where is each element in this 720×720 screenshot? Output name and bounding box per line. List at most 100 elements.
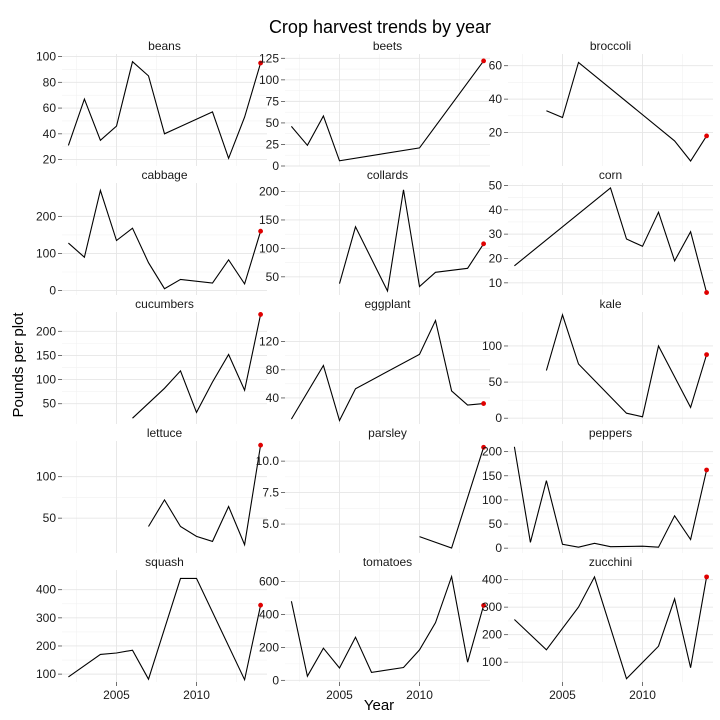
panel-eggplant: eggplant 40 80 120 [259,297,490,424]
y-tick-label: 20 [43,153,57,167]
panel-title-lettuce: lettuce [147,426,183,440]
last-point-broccoli [704,133,709,139]
y-tick-label: 200 [259,185,279,199]
series-line-cabbage [68,188,262,290]
x-tick-label: 2005 [549,688,576,702]
y-tick-label: 200 [36,639,56,653]
last-point-zucchini [704,574,709,580]
panel-peppers: peppers 0 50 100 150 200 [482,426,713,555]
y-tick-label: 600 [259,575,279,589]
panel-title-tomatoes: tomatoes [363,555,412,569]
y-tick-label: 40 [489,92,503,106]
y-tick-label: 100 [482,655,502,669]
y-tick-label: 50 [43,511,57,525]
panel-corn: corn 10 20 30 40 50 [489,168,713,295]
panel-title-kale: kale [599,297,621,311]
x-tick-label: 2005 [103,688,130,702]
series-line-corn [514,186,708,293]
y-tick-label: 80 [43,75,57,89]
panel-title-eggplant: eggplant [364,297,411,311]
series-line-squash [68,577,262,682]
last-point-kale [704,352,709,358]
y-tick-label: 100 [36,246,56,260]
panel-beans: beans 20 40 60 80 100 [36,39,267,167]
y-tick-label: 200 [259,640,279,654]
series-line-beans [67,60,262,160]
last-point-beets [481,58,486,64]
y-tick-label: 200 [482,628,502,642]
series-line-zucchini [514,575,708,680]
x-axis-title: Year [364,697,394,714]
panel-lettuce: lettuce 50 100 [36,426,267,553]
y-tick-label: 20 [489,126,503,140]
y-tick-label: 25 [266,137,280,151]
panel-title-beets: beets [373,39,402,53]
panel-kale: kale 0 50 100 [482,297,713,425]
y-tick-label: 100 [36,667,56,681]
last-point-cabbage [258,228,263,234]
x-tick-label: 2010 [406,688,433,702]
y-tick-label: 200 [482,445,502,459]
y-tick-label: 50 [489,375,503,389]
series-line-peppers [513,446,708,548]
x-tick-label: 2010 [629,688,656,702]
panel-parsley: parsley 5.0 7.5 10.0 [256,426,490,553]
y-tick-label: 0 [49,284,56,298]
y-tick-label: 50 [266,270,280,284]
panel-collards: collards 50 100 150 200 [259,168,490,295]
y-tick-label: 60 [43,101,57,115]
series-line-eggplant [290,318,484,422]
panel-title-zucchini: zucchini [589,555,632,569]
y-axis-title: Pounds per plot [10,312,27,418]
panel-title-squash: squash [145,555,184,569]
y-tick-label: 50 [489,517,503,531]
y-tick-label: 400 [36,583,56,597]
y-tick-label: 100 [36,470,56,484]
series-line-collards [338,189,485,293]
y-tick-label: 200 [36,324,56,338]
y-tick-label: 5.0 [262,517,279,531]
y-tick-label: 125 [259,51,279,65]
y-tick-label: 200 [36,209,56,223]
y-tick-label: 100 [36,373,56,387]
series-line-beets [290,60,485,162]
y-tick-label: 20 [489,251,503,265]
panel-title-beans: beans [148,39,181,53]
y-tick-label: 100 [482,493,502,507]
y-tick-label: 120 [259,335,279,349]
y-tick-label: 50 [489,178,503,192]
last-point-corn [704,290,709,295]
y-tick-label: 7.5 [262,486,279,500]
y-tick-label: 75 [266,94,280,108]
last-point-tomatoes [481,603,486,608]
y-tick-label: 300 [482,600,502,614]
y-tick-label: 30 [489,227,503,241]
panel-cucumbers: cucumbers 50 100 150 200 [36,297,267,424]
y-tick-label: 150 [36,348,56,362]
chart-title: Crop harvest trends by year [269,17,491,37]
y-tick-label: 400 [482,573,502,587]
last-point-lettuce [258,442,263,448]
y-tick-label: 0 [495,541,502,555]
y-tick-label: 40 [266,391,280,405]
series-line-lettuce [148,445,262,547]
series-line-kale [545,313,708,418]
y-tick-label: 40 [43,127,57,141]
y-tick-label: 50 [266,116,280,130]
panel-title-parsley: parsley [368,426,407,440]
y-tick-label: 100 [259,73,279,87]
panel-squash: squash 100 200 300 400 2005 2010 [36,555,267,702]
series-line-broccoli [546,61,708,162]
panel-title-peppers: peppers [589,426,632,440]
last-point-beans [258,60,263,66]
panel-grid: beans20406080100beets0255075100125brocco… [36,39,713,702]
y-tick-label: 50 [43,397,57,411]
panel-title-cabbage: cabbage [141,168,187,182]
last-point-peppers [704,467,709,473]
panel-title-collards: collards [367,168,408,182]
y-tick-label: 100 [36,50,56,64]
last-point-eggplant [481,401,486,406]
series-line-tomatoes [290,574,485,678]
x-tick-label: 2005 [326,688,353,702]
series-line-parsley [419,447,485,549]
